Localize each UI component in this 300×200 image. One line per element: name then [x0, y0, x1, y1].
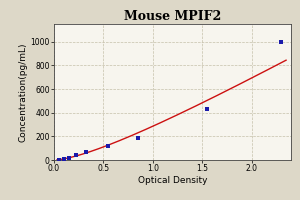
- Point: [83, 151, 88, 154]
- Point: [205, 108, 209, 111]
- Point: [73, 154, 78, 157]
- Point: [66, 156, 71, 159]
- Point: [279, 40, 283, 43]
- Title: Mouse MPIF2: Mouse MPIF2: [124, 10, 221, 23]
- Y-axis label: Concentration(pg/mL): Concentration(pg/mL): [19, 42, 28, 142]
- X-axis label: Optical Density: Optical Density: [138, 176, 207, 185]
- Point: [136, 136, 140, 139]
- Point: [61, 157, 66, 161]
- Point: [56, 158, 61, 162]
- Point: [106, 144, 111, 147]
